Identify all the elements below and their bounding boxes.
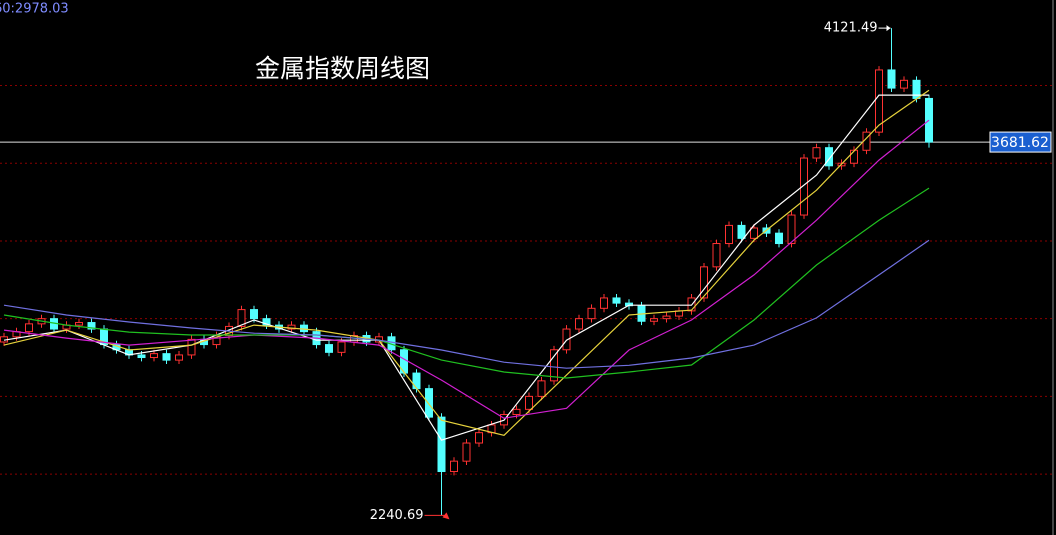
- ma-line: [3, 94, 929, 441]
- candle-body: [525, 395, 533, 410]
- ma-line: [3, 119, 930, 419]
- high-arrowhead: [886, 25, 891, 32]
- ma-line: [3, 187, 930, 379]
- candle-body: [25, 323, 33, 333]
- candle-body: [825, 147, 833, 167]
- candle-body: [550, 349, 558, 382]
- candle-body: [750, 227, 758, 239]
- ma-line: [3, 239, 930, 369]
- candle-body: [437, 416, 446, 473]
- candle-body: [537, 380, 546, 397]
- high-label: 4121.49: [824, 21, 878, 36]
- low-arrowhead: [442, 512, 450, 520]
- ma-line: [3, 89, 930, 436]
- candle-body: [650, 318, 658, 322]
- candle-body: [87, 322, 96, 330]
- last-price-box: [989, 131, 1052, 153]
- chart-title: 金属指数周线图: [255, 54, 430, 83]
- candle-body: [700, 266, 708, 299]
- labels: 金属指数周线图 60:2978.03 4121.49 2240.69 3681.62: [0, 2, 1052, 523]
- candle-body: [787, 214, 796, 245]
- candle-body: [325, 344, 333, 353]
- candle-body: [425, 388, 433, 418]
- candle-body: [75, 322, 83, 326]
- candle-body: [662, 315, 671, 320]
- candle-body: [475, 432, 483, 444]
- candle-body: [337, 341, 346, 353]
- low-label: 2240.69: [370, 508, 424, 523]
- candle-body: [887, 69, 896, 89]
- candle-body: [612, 297, 621, 304]
- candle-body: [587, 307, 596, 320]
- candle-body: [900, 79, 908, 89]
- candle-body: [137, 354, 146, 359]
- candle-body: [912, 79, 921, 99]
- candle-body: [462, 442, 471, 462]
- candle-body: [812, 147, 821, 159]
- candle-body: [562, 328, 571, 351]
- candle-body: [512, 408, 521, 416]
- candle-body: [450, 460, 458, 473]
- candle-body: [287, 324, 296, 330]
- candle-body: [737, 224, 746, 239]
- candle-body: [725, 224, 733, 245]
- candle-body: [712, 243, 721, 268]
- candle-body: [262, 318, 271, 326]
- plot: [0, 28, 933, 516]
- candle-body: [800, 157, 808, 216]
- last-price-label: 3681.62: [991, 135, 1049, 151]
- candle-body: [162, 353, 171, 361]
- candle-body: [237, 309, 246, 327]
- candle-body: [575, 318, 583, 330]
- candle-body: [250, 309, 258, 320]
- candle-body: [600, 297, 608, 309]
- candle-body: [850, 149, 858, 164]
- candle-body: [175, 354, 183, 361]
- candle-body: [775, 232, 783, 245]
- candle-body: [150, 353, 158, 359]
- ma-readout: 60:2978.03: [0, 2, 69, 17]
- candle-body: [875, 69, 883, 133]
- candle-body: [412, 372, 421, 390]
- candle-body: [187, 338, 196, 356]
